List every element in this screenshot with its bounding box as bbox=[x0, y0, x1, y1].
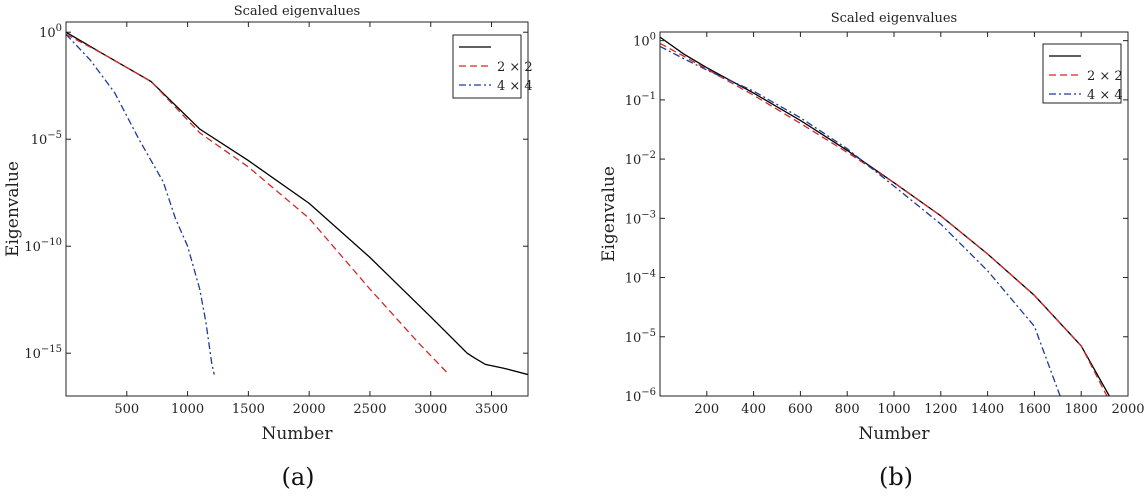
series-line-1 bbox=[66, 31, 528, 376]
x-tick-label: 3000 bbox=[414, 402, 447, 417]
x-tick-label: 1500 bbox=[232, 402, 265, 417]
series-line-1 bbox=[660, 36, 1110, 396]
y-tick-label: 10−1 bbox=[625, 91, 656, 109]
x-tick-label: 1200 bbox=[924, 402, 957, 417]
series-line-3 bbox=[66, 33, 215, 375]
x-tick-label: 600 bbox=[788, 402, 813, 417]
series-line-2 bbox=[66, 33, 450, 376]
x-tick-label: 1800 bbox=[1065, 402, 1098, 417]
x-tick-label: 1000 bbox=[171, 402, 204, 417]
legend-entry-2: 2 × 2 bbox=[497, 60, 533, 75]
legend-entry-3: 4 × 4 bbox=[497, 79, 533, 94]
x-axis-title: Number bbox=[858, 424, 930, 444]
x-tick-label: 800 bbox=[835, 402, 860, 417]
x-tick-label: 1600 bbox=[1018, 402, 1051, 417]
y-tick-label: 10−15 bbox=[24, 344, 62, 362]
y-tick-label: 10−4 bbox=[625, 269, 656, 287]
y-tick-label: 10−5 bbox=[625, 328, 656, 346]
y-tick-label: 10−3 bbox=[625, 209, 656, 227]
legend-box bbox=[1042, 43, 1122, 104]
x-tick-label: 400 bbox=[741, 402, 766, 417]
series-line-2 bbox=[660, 42, 1108, 396]
chart-title: Scaled eigenvalues bbox=[831, 11, 957, 26]
chart-panel-1: 500 1000 1500 2000 2500 3000 3500 10−15 10−10 10−… bbox=[3, 4, 533, 491]
y-tick-label: 10−5 bbox=[31, 130, 62, 148]
legend: 2 × 2 4 × 4 bbox=[1042, 43, 1123, 104]
y-axis-title: Eigenvalue bbox=[599, 166, 619, 262]
plot-area bbox=[65, 21, 529, 397]
x-tick-label: 1400 bbox=[971, 402, 1004, 417]
panel-label: (a) bbox=[281, 463, 314, 491]
x-tick-label: 1000 bbox=[877, 402, 910, 417]
y-tick-label: 100 bbox=[633, 32, 656, 50]
x-tick-label: 500 bbox=[114, 402, 139, 417]
y-tick-label: 10−10 bbox=[24, 237, 62, 255]
chart-panel-2: 200 400 600 800 1000 1200 1400 1600 1800 2000 10−6… bbox=[599, 11, 1144, 491]
y-tick-label: 10−2 bbox=[625, 150, 656, 168]
x-tick-label: 3500 bbox=[475, 402, 508, 417]
series-line-3 bbox=[660, 45, 1061, 396]
y-axis-title: Eigenvalue bbox=[3, 161, 23, 257]
x-tick-label: 2500 bbox=[353, 402, 386, 417]
legend-entry-3: 4 × 4 bbox=[1087, 88, 1123, 103]
panel-label: (b) bbox=[879, 463, 913, 491]
y-tick-label: 10−6 bbox=[625, 387, 656, 405]
legend: 2 × 2 4 × 4 bbox=[452, 34, 533, 99]
legend-entry-2: 2 × 2 bbox=[1087, 69, 1123, 84]
x-tick-label: 2000 bbox=[1111, 402, 1144, 417]
chart-title: Scaled eigenvalues bbox=[234, 4, 360, 19]
x-tick-label: 200 bbox=[694, 402, 719, 417]
x-tick-label: 2000 bbox=[293, 402, 326, 417]
x-axis-title: Number bbox=[261, 424, 333, 444]
y-tick-label: 100 bbox=[39, 23, 62, 41]
